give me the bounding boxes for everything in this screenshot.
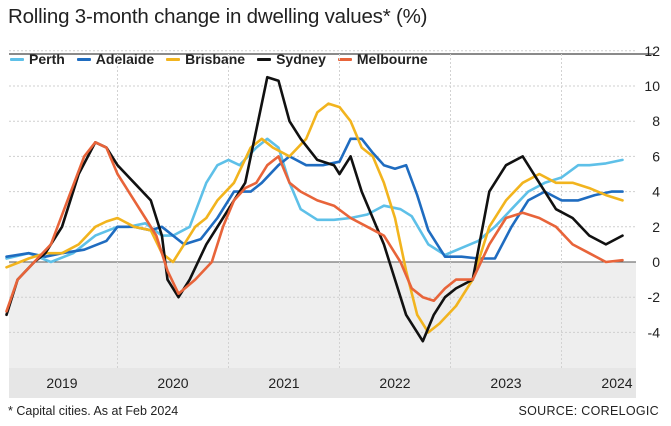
legend-label: Perth — [29, 51, 65, 67]
legend-label: Melbourne — [356, 51, 428, 67]
legend-item-perth: Perth — [10, 51, 65, 67]
chart-title: Rolling 3-month change in dwelling value… — [8, 5, 428, 28]
legend-label: Brisbane — [185, 51, 246, 67]
series-line-sydney — [5, 75, 624, 343]
legend-item-melbourne: Melbourne — [337, 51, 428, 67]
y-tick-label: -2 — [648, 289, 661, 305]
x-tick-label: 2024 — [601, 375, 632, 391]
legend-swatch — [166, 57, 181, 61]
y-tick-label: 0 — [652, 254, 660, 270]
x-tick-label: 2023 — [490, 375, 521, 391]
line-chart: 12 10 8 6 4 2 0 -2 -4 2019 2020 2021 2022 2023 2024 — [5, 43, 660, 398]
legend-label: Sydney — [276, 51, 326, 67]
legend-item-brisbane: Brisbane — [166, 51, 245, 67]
series-line-adelaide — [5, 137, 624, 260]
series-line-melbourne — [5, 141, 624, 313]
legend-swatch — [10, 57, 24, 61]
x-tick-label: 2021 — [268, 375, 299, 391]
negative-region — [9, 262, 636, 368]
legend-swatch — [257, 57, 272, 61]
y-tick-label: 6 — [652, 148, 660, 164]
legend-label: Adelaide — [95, 51, 155, 67]
y-tick-label: 12 — [644, 43, 660, 59]
x-tick-label: 2019 — [46, 375, 77, 391]
x-tick-label: 2022 — [379, 375, 410, 391]
series-line-perth — [5, 137, 624, 264]
gridlines — [9, 50, 636, 368]
footnote: * Capital cities. As at Feb 2024 — [8, 404, 179, 418]
x-axis: 2019 2020 2021 2022 2023 2024 — [46, 375, 632, 391]
legend-item-sydney: Sydney — [257, 51, 326, 67]
legend-item-adelaide: Adelaide — [76, 51, 155, 67]
plot-background — [9, 53, 655, 398]
series-line-brisbane — [5, 102, 624, 334]
y-axis-tick-labels: 12 10 8 6 4 2 0 -2 -4 — [644, 43, 660, 341]
legend-swatch — [76, 57, 91, 61]
x-tick-label: 2020 — [157, 375, 188, 391]
source-credit: SOURCE: CORELOGIC — [518, 404, 659, 418]
chart-legend: Perth Adelaide Brisbane Sydney Melbourne — [10, 51, 440, 67]
x-axis-band — [9, 368, 636, 398]
y-tick-label: 4 — [652, 184, 660, 200]
series-lines — [5, 75, 624, 343]
y-tick-label: 8 — [652, 113, 660, 129]
legend-swatch — [337, 57, 352, 61]
y-tick-label: 2 — [652, 219, 660, 235]
y-tick-label: 10 — [644, 78, 660, 94]
y-tick-label: -4 — [648, 324, 661, 340]
